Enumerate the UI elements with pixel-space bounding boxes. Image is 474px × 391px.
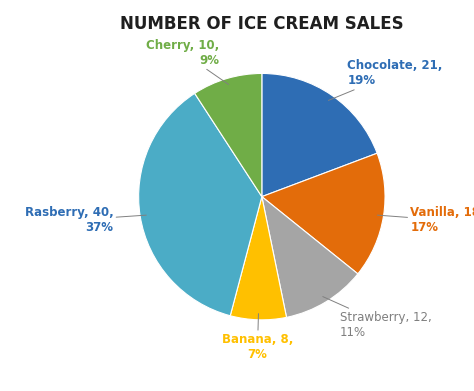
Wedge shape [262, 197, 358, 317]
Wedge shape [262, 153, 385, 274]
Text: Cherry, 10,
9%: Cherry, 10, 9% [146, 39, 228, 84]
Title: NUMBER OF ICE CREAM SALES: NUMBER OF ICE CREAM SALES [120, 15, 404, 33]
Wedge shape [195, 74, 262, 197]
Text: Strawberry, 12,
11%: Strawberry, 12, 11% [323, 297, 432, 339]
Text: Rasberry, 40,
37%: Rasberry, 40, 37% [25, 206, 146, 234]
Text: Vanilla, 18,
17%: Vanilla, 18, 17% [377, 206, 474, 234]
Wedge shape [262, 74, 377, 197]
Text: Chocolate, 21,
19%: Chocolate, 21, 19% [328, 59, 443, 100]
Wedge shape [138, 93, 262, 316]
Wedge shape [230, 197, 286, 320]
Text: Banana, 8,
7%: Banana, 8, 7% [222, 314, 293, 361]
